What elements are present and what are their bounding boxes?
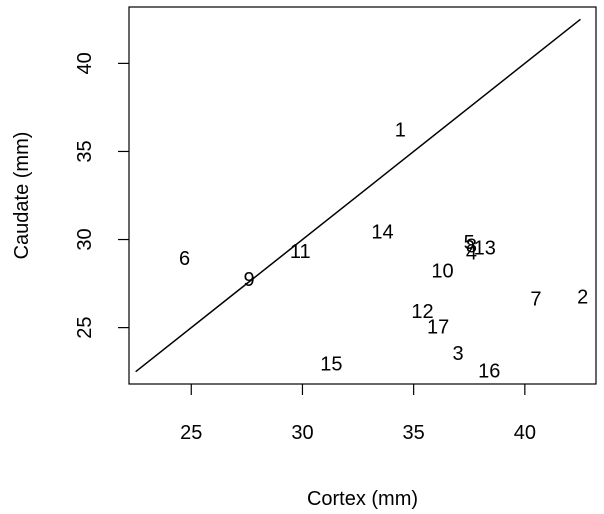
point-label-5: 5 bbox=[464, 232, 475, 254]
x-tick-label: 30 bbox=[291, 422, 313, 444]
y-tick-label: 30 bbox=[74, 228, 96, 250]
x-tick-label: 25 bbox=[180, 422, 202, 444]
point-label-17: 17 bbox=[427, 317, 449, 339]
point-label-13: 13 bbox=[474, 237, 496, 259]
point-label-11: 11 bbox=[290, 241, 311, 263]
point-label-9: 9 bbox=[244, 269, 255, 291]
x-axis-label: Cortex (mm) bbox=[307, 488, 418, 510]
point-label-4: 4 bbox=[466, 243, 477, 265]
y-tick-label: 35 bbox=[74, 140, 96, 162]
plot-frame bbox=[128, 6, 597, 385]
y-tick-label: 25 bbox=[74, 317, 96, 339]
point-label-10: 10 bbox=[431, 260, 453, 282]
point-label-8: 8 bbox=[466, 236, 477, 258]
point-label-16: 16 bbox=[478, 361, 500, 383]
point-label-7: 7 bbox=[530, 288, 541, 310]
y-axis-label: Caudate (mm) bbox=[11, 132, 33, 260]
point-label-14: 14 bbox=[371, 221, 393, 243]
reference-line bbox=[135, 18, 581, 373]
y-tick-label: 40 bbox=[74, 52, 96, 74]
point-label-1: 1 bbox=[395, 119, 406, 141]
point-label-15: 15 bbox=[320, 354, 342, 376]
point-label-2: 2 bbox=[577, 287, 588, 309]
point-label-6: 6 bbox=[179, 248, 190, 270]
x-tick-label: 35 bbox=[403, 422, 425, 444]
point-label-3: 3 bbox=[453, 343, 464, 365]
point-label-12: 12 bbox=[411, 301, 433, 323]
x-tick-label: 40 bbox=[514, 422, 536, 444]
